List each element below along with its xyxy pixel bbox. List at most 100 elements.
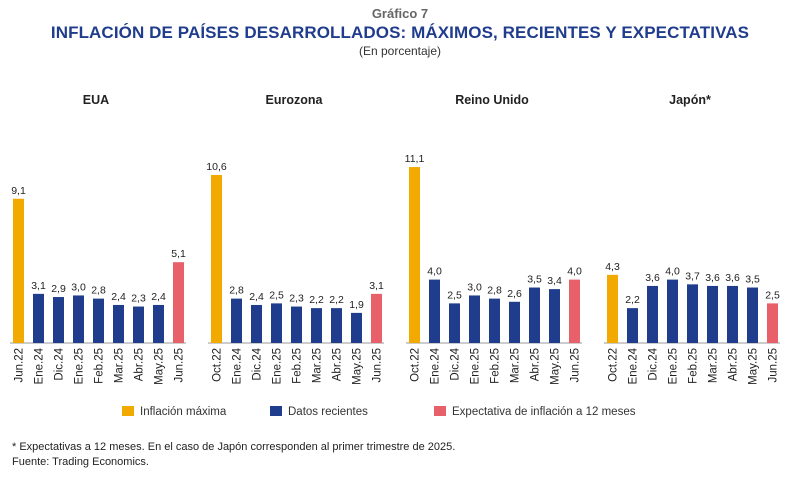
- category-tick-label: Abr.25: [134, 348, 146, 381]
- category-tick-label: Jun.25: [768, 348, 780, 383]
- bar-recent: [727, 285, 738, 343]
- chart-legend: Inflación máxima Datos recientes Expecta…: [0, 406, 800, 422]
- bar-recent: [53, 297, 64, 343]
- data-label: 5,1: [171, 248, 186, 260]
- category-tick-label: Oct.22: [608, 348, 620, 382]
- category-tick-label: Jun.25: [570, 348, 582, 383]
- data-label: 2,4: [249, 291, 264, 303]
- category-tick-label: Mar.25: [708, 348, 720, 383]
- source-note: Fuente: Trading Economics.: [12, 456, 149, 468]
- category-tick-label: Jun.25: [372, 348, 384, 383]
- bar-recent: [707, 285, 718, 343]
- category-tick-label: Ene.24: [628, 347, 640, 384]
- data-label: 2,3: [289, 293, 304, 305]
- bar-recent: [687, 284, 698, 343]
- data-label: 2,8: [91, 285, 106, 297]
- data-label: 9,1: [11, 185, 26, 197]
- data-label: 3,6: [705, 272, 720, 284]
- data-label: 3,6: [645, 272, 660, 284]
- data-label: 2,4: [111, 291, 126, 303]
- bar-recent: [113, 304, 124, 343]
- bar-recent: [331, 308, 342, 343]
- category-tick-label: Ene.25: [470, 348, 482, 384]
- data-label: 3,0: [467, 281, 482, 293]
- data-label: 10,6: [206, 161, 227, 173]
- group-label: Eurozona: [266, 93, 324, 107]
- legend-item-recent: Datos recientes: [270, 406, 368, 418]
- bar-recent: [93, 298, 104, 343]
- data-label: 3,6: [725, 272, 740, 284]
- legend-label-expect: Expectativa de inflación a 12 meses: [452, 406, 636, 418]
- chart-header: Gráfico 7 INFLACIÓN DE PAÍSES DESARROLLA…: [0, 6, 800, 59]
- bar-recent: [449, 303, 460, 343]
- data-label: 3,1: [31, 280, 46, 292]
- footnote: * Expectativas a 12 meses. En el caso de…: [12, 441, 456, 453]
- category-tick-label: Jun.25: [174, 348, 186, 383]
- data-label: 3,5: [745, 274, 760, 286]
- category-tick-label: May.25: [748, 348, 760, 385]
- category-tick-label: Ene.24: [232, 347, 244, 384]
- bar-recent: [469, 295, 480, 343]
- bar-recent: [311, 308, 322, 343]
- bar-recent: [529, 287, 540, 343]
- category-tick-label: Dic.24: [54, 347, 66, 380]
- category-tick-label: Dic.24: [450, 347, 462, 380]
- bar-recent: [231, 298, 242, 343]
- data-label: 3,7: [685, 270, 700, 282]
- category-tick-label: Jun.22: [14, 348, 26, 383]
- bar-recent: [489, 298, 500, 343]
- category-tick-label: Feb.25: [94, 348, 106, 384]
- bar-recent: [747, 287, 758, 343]
- group-label: Japón*: [669, 93, 711, 107]
- data-label: 2,5: [269, 289, 284, 301]
- bar-expect: [173, 262, 184, 343]
- bar-max: [607, 274, 618, 343]
- category-tick-label: Abr.25: [530, 348, 542, 381]
- bar-recent: [667, 279, 678, 343]
- group-label: Reino Unido: [455, 93, 529, 107]
- legend-swatch-expect: [434, 406, 446, 416]
- bar-recent: [509, 301, 520, 343]
- bar-recent: [291, 306, 302, 343]
- legend-item-max: Inflación máxima: [122, 406, 226, 418]
- bar-expect: [371, 293, 382, 343]
- bar-recent: [133, 306, 144, 343]
- category-tick-label: Dic.24: [252, 347, 264, 380]
- bar-max: [409, 167, 420, 343]
- data-label: 2,5: [765, 289, 780, 301]
- category-tick-label: Mar.25: [114, 348, 126, 383]
- data-label: 3,4: [547, 275, 562, 287]
- bar-recent: [627, 308, 638, 343]
- data-label: 2,5: [447, 289, 462, 301]
- data-label: 2,4: [151, 291, 166, 303]
- category-tick-label: Feb.25: [688, 348, 700, 384]
- category-tick-label: Abr.25: [728, 348, 740, 381]
- data-label: 1,9: [349, 299, 364, 311]
- bar-max: [13, 198, 24, 343]
- bar-recent: [153, 304, 164, 343]
- data-label: 3,1: [369, 280, 384, 292]
- category-tick-label: Mar.25: [510, 348, 522, 383]
- data-label: 2,6: [507, 288, 522, 300]
- data-label: 2,8: [229, 285, 244, 297]
- category-tick-label: Ene.24: [430, 347, 442, 384]
- bar-max: [211, 174, 222, 343]
- legend-swatch-recent: [270, 406, 282, 416]
- bar-recent: [351, 312, 362, 343]
- group-label: EUA: [83, 93, 109, 107]
- bar-expect: [569, 279, 580, 343]
- bar-recent: [429, 279, 440, 343]
- data-label: 4,0: [665, 266, 680, 278]
- category-tick-label: May.25: [154, 348, 166, 385]
- data-label: 11,1: [405, 153, 425, 165]
- bar-recent: [271, 303, 282, 343]
- category-tick-label: Oct.22: [212, 348, 224, 382]
- category-tick-label: Feb.25: [292, 348, 304, 384]
- bar-recent: [647, 285, 658, 343]
- legend-item-expect: Expectativa de inflación a 12 meses: [434, 406, 635, 418]
- category-tick-label: Mar.25: [312, 348, 324, 383]
- data-label: 4,0: [427, 266, 442, 278]
- data-label: 2,2: [329, 294, 344, 306]
- category-tick-label: Ene.25: [74, 348, 86, 384]
- category-tick-label: Oct.22: [410, 348, 422, 382]
